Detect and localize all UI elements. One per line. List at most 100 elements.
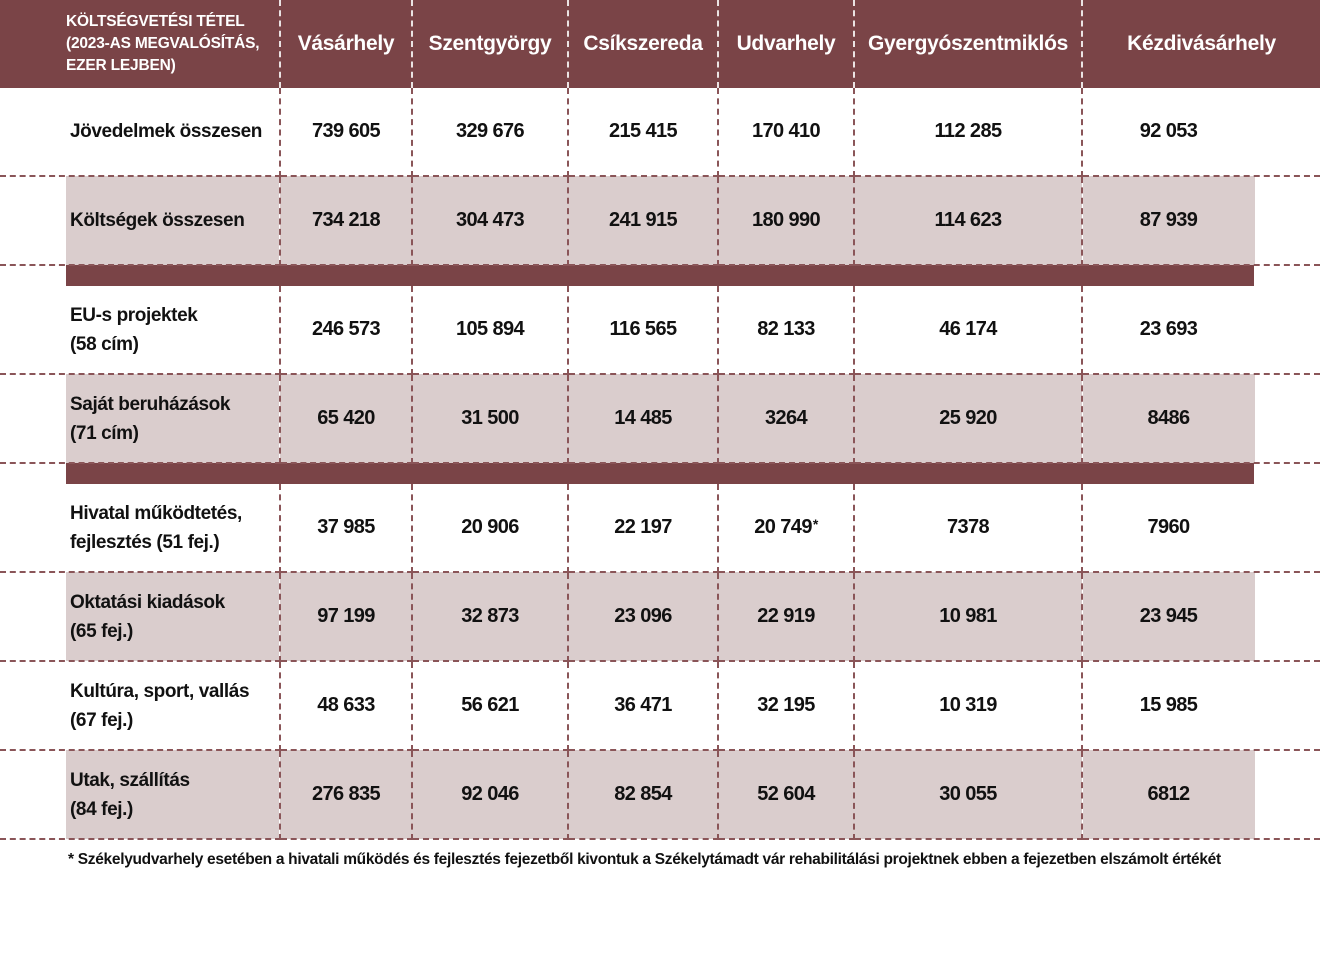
row-label-line: Jövedelmek összesen	[70, 121, 263, 142]
cell-value: 92 053	[1082, 88, 1320, 177]
cell-value: 241 915	[568, 176, 719, 266]
row-label: Utak, szállítás (84 fej.)	[0, 750, 281, 840]
cell-value: 10 319	[854, 661, 1083, 751]
cell-value: 22 197	[568, 484, 719, 573]
row-label-line: Hivatal működtetés,	[70, 502, 242, 524]
separator-cell	[854, 265, 1082, 286]
cell-value: 92 046	[412, 750, 569, 840]
cell-value: 7960	[1082, 484, 1320, 573]
cell-value: 32 195	[718, 661, 855, 751]
cell-value: 82 133	[718, 286, 855, 375]
cell-value: 3264	[718, 374, 855, 464]
row-label: Oktatási kiadások (65 fej.)	[0, 572, 281, 662]
budget-table-container: KÖLTSÉGVETÉSI TÉTEL (2023-AS MEGVALÓSÍTÁ…	[0, 0, 1320, 840]
separator-cell	[718, 265, 854, 286]
cell-value: 170 410	[718, 88, 855, 177]
cell-value: 30 055	[854, 750, 1083, 840]
header-line: (2023-AS MEGVALÓSÍTÁS,	[66, 35, 260, 52]
row-label-line: (71 cím)	[70, 422, 139, 444]
header-budget-item: KÖLTSÉGVETÉSI TÉTEL (2023-AS MEGVALÓSÍTÁ…	[0, 0, 281, 88]
table-row: Kultúra, sport, vallás (67 fej.) 48 633 …	[0, 661, 1320, 751]
row-label: Költségek összesen	[0, 176, 281, 266]
cell-value: 734 218	[280, 176, 413, 266]
table-row: Oktatási kiadások (65 fej.) 97 199 32 87…	[0, 572, 1320, 662]
row-label: Jövedelmek összesen	[0, 88, 281, 177]
separator-cell	[412, 463, 568, 484]
cell-value: 97 199	[280, 572, 413, 662]
separator-cell	[568, 463, 718, 484]
header-city-szentgyorgy: Szentgyörgy	[412, 0, 569, 88]
header-line: EZER LEJBEN)	[66, 57, 176, 74]
cell-value: 52 604	[718, 750, 855, 840]
row-label-line: fejlesztés (51 fej.)	[70, 531, 220, 553]
separator-cell	[1082, 265, 1320, 286]
separator-cell	[568, 265, 718, 286]
separator-cell	[1082, 463, 1320, 484]
cell-value: 180 990	[718, 176, 855, 266]
cell-value: 20 749	[754, 516, 812, 538]
table-row: Hivatal működtetés, fejlesztés (51 fej.)…	[0, 484, 1320, 573]
separator-cell	[280, 463, 412, 484]
separator-cell	[280, 265, 412, 286]
table-row: EU-s projektek (58 cím) 246 573 105 894 …	[0, 286, 1320, 375]
cell-value: 114 623	[854, 176, 1083, 266]
cell-value: 329 676	[412, 88, 569, 177]
cell-value: 25 920	[854, 374, 1083, 464]
separator-cell	[0, 265, 280, 286]
cell-value: 32 873	[412, 572, 569, 662]
cell-value: 23 096	[568, 572, 719, 662]
table-row: Utak, szállítás (84 fej.) 276 835 92 046…	[0, 750, 1320, 840]
cell-value: 56 621	[412, 661, 569, 751]
cell-value: 116 565	[568, 286, 719, 375]
section-separator	[0, 463, 1320, 484]
row-label-line: Kultúra, sport, vallás	[70, 680, 250, 702]
asterisk-mark: *	[812, 516, 818, 532]
cell-value-with-asterisk: 20 749*	[718, 484, 855, 573]
row-label-line: (84 fej.)	[70, 798, 133, 820]
cell-value: 246 573	[280, 286, 413, 375]
separator-cell	[0, 463, 280, 484]
cell-value: 14 485	[568, 374, 719, 464]
row-label-line: (58 cím)	[70, 333, 139, 355]
cell-value: 215 415	[568, 88, 719, 177]
separator-cell	[412, 265, 568, 286]
cell-value: 304 473	[412, 176, 569, 266]
table-row: Saját beruházások (71 cím) 65 420 31 500…	[0, 374, 1320, 464]
cell-value: 15 985	[1082, 661, 1320, 751]
cell-value: 8486	[1082, 374, 1320, 464]
header-city-vasarhely: Vásárhely	[280, 0, 413, 88]
section-separator	[0, 265, 1320, 286]
cell-value: 20 906	[412, 484, 569, 573]
header-city-udvarhely: Udvarhely	[718, 0, 855, 88]
cell-value: 48 633	[280, 661, 413, 751]
cell-value: 7378	[854, 484, 1083, 573]
cell-value: 36 471	[568, 661, 719, 751]
row-label-line: (65 fej.)	[70, 620, 133, 642]
row-label-line: Saját beruházások	[70, 393, 231, 415]
cell-value: 105 894	[412, 286, 569, 375]
row-label-line: Oktatási kiadások	[70, 591, 225, 613]
table-header-row: KÖLTSÉGVETÉSI TÉTEL (2023-AS MEGVALÓSÍTÁ…	[0, 0, 1320, 88]
row-label: Saját beruházások (71 cím)	[0, 374, 281, 464]
cell-value: 22 919	[718, 572, 855, 662]
cell-value: 46 174	[854, 286, 1083, 375]
row-label-line: EU-s projektek	[70, 304, 198, 326]
cell-value: 31 500	[412, 374, 569, 464]
budget-table: KÖLTSÉGVETÉSI TÉTEL (2023-AS MEGVALÓSÍTÁ…	[0, 0, 1320, 840]
cell-value: 112 285	[854, 88, 1083, 177]
cell-value: 82 854	[568, 750, 719, 840]
table-row: Jövedelmek összesen 739 605 329 676 215 …	[0, 88, 1320, 177]
header-city-csikszereda: Csíkszereda	[568, 0, 719, 88]
cell-value: 37 985	[280, 484, 413, 573]
cell-value: 276 835	[280, 750, 413, 840]
row-label: Kultúra, sport, vallás (67 fej.)	[0, 661, 281, 751]
row-label-line: Költségek összesen	[70, 210, 245, 231]
table-row: Költségek összesen 734 218 304 473 241 9…	[0, 176, 1320, 266]
header-city-kezdivasarhely: Kézdivásárhely	[1082, 0, 1320, 88]
footnote: * Székelyudvarhely esetében a hivatali m…	[68, 851, 1221, 868]
separator-cell	[718, 463, 854, 484]
cell-value: 23 693	[1082, 286, 1320, 375]
cell-value: 10 981	[854, 572, 1083, 662]
row-label-line: Utak, szállítás	[70, 769, 190, 791]
cell-value: 65 420	[280, 374, 413, 464]
